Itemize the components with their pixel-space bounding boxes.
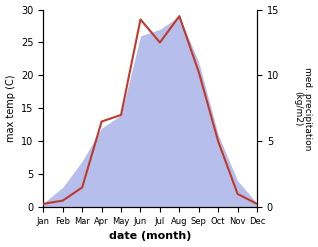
Y-axis label: max temp (C): max temp (C) [5, 75, 16, 142]
X-axis label: date (month): date (month) [109, 231, 191, 242]
Y-axis label: med. precipitation
(kg/m2): med. precipitation (kg/m2) [293, 67, 313, 150]
